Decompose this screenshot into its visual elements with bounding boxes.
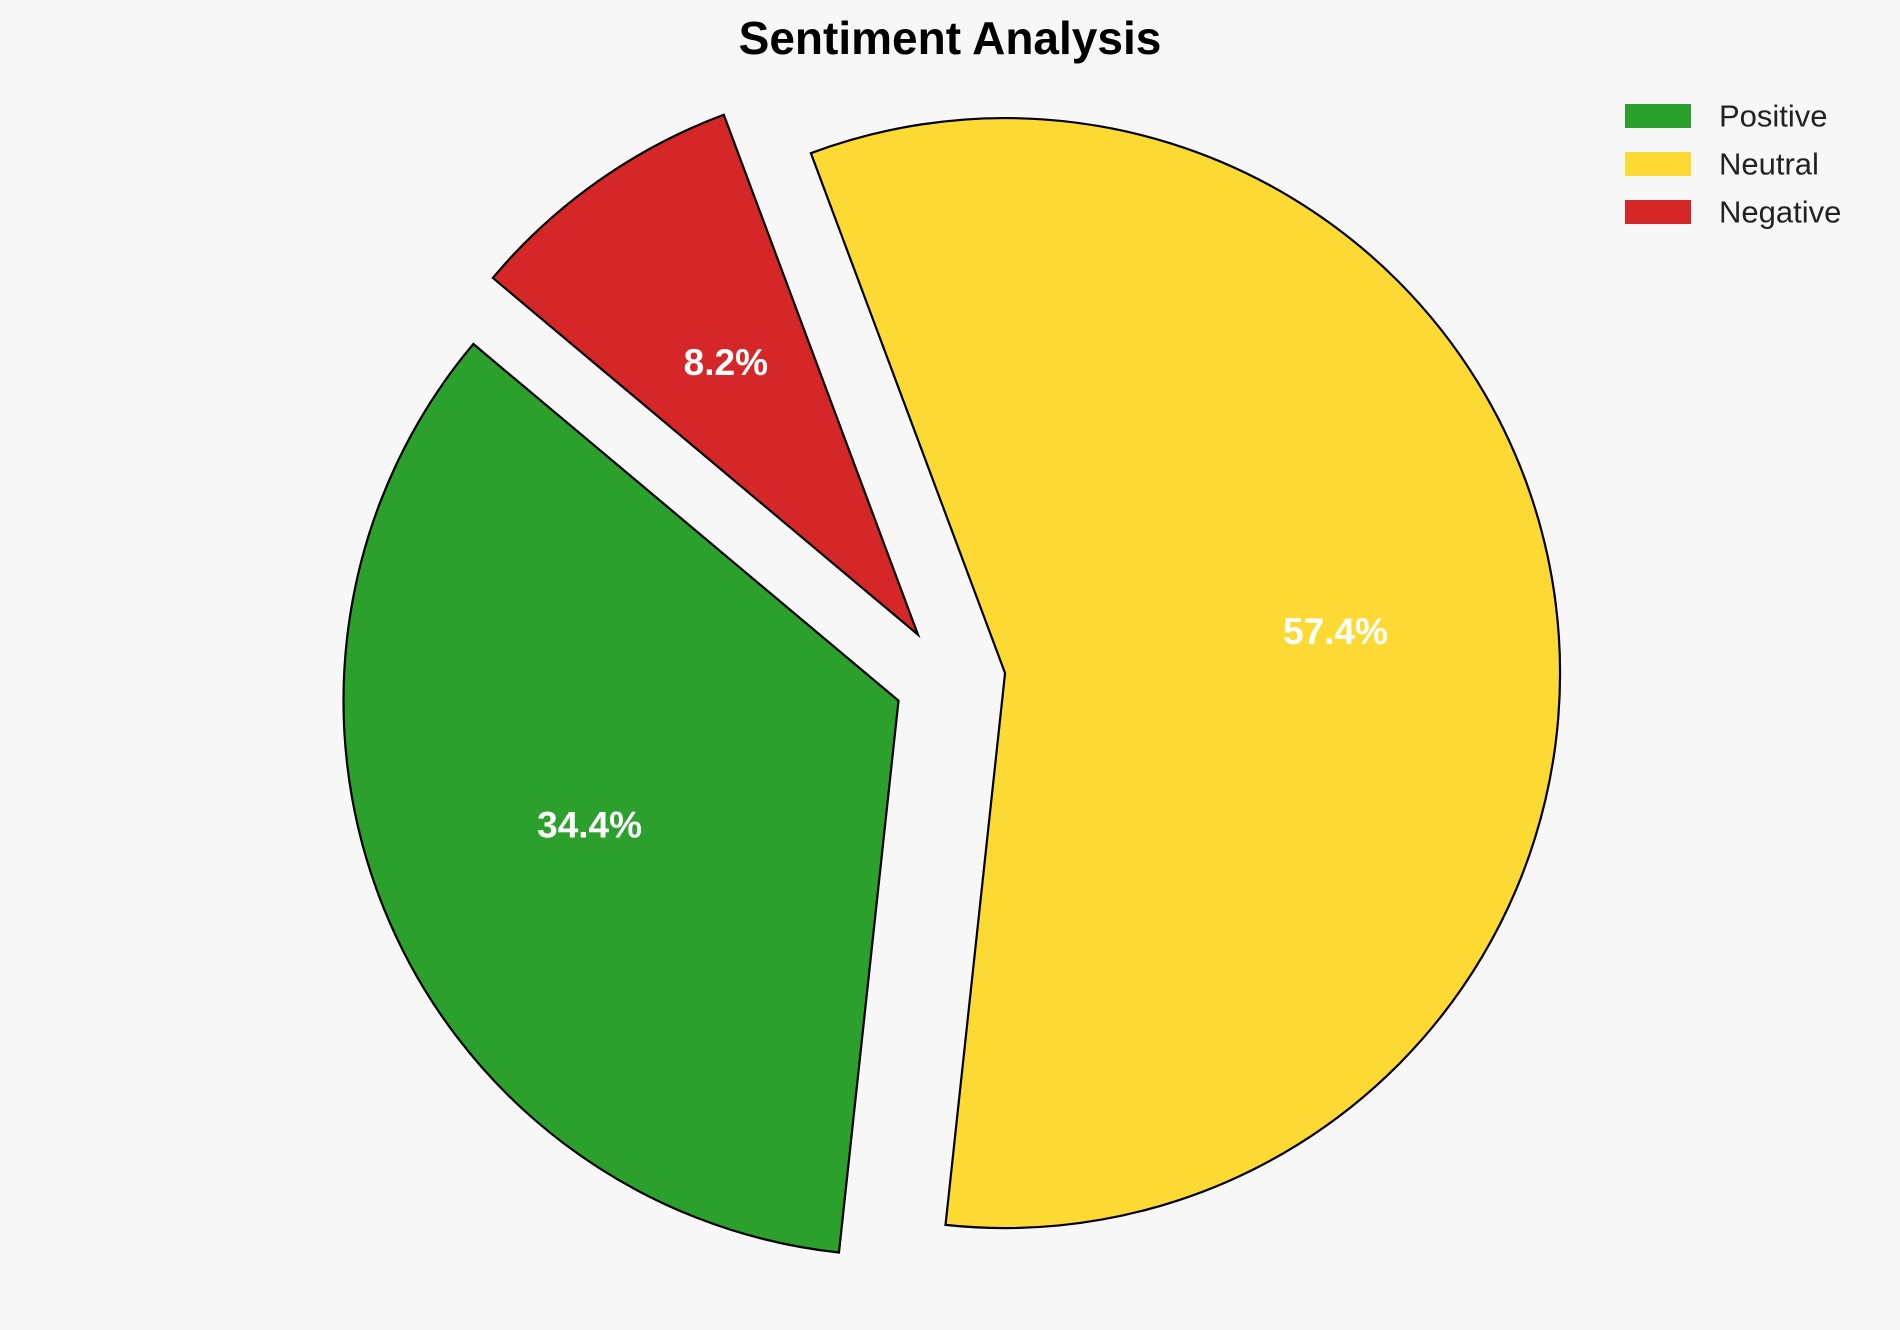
legend-label-neutral: Neutral [1719,147,1819,182]
pie-slice-negative [491,113,921,639]
legend-label-negative: Negative [1719,195,1841,230]
pie-slices [342,113,1562,1254]
pie-slice-neutral [809,116,1562,1230]
pie-slice-positive [342,342,900,1254]
slice-label-neutral: 57.4% [1283,611,1388,652]
legend-label-positive: Positive [1719,99,1828,134]
legend-swatch-negative [1625,200,1691,224]
slice-label-negative: 8.2% [684,342,768,383]
pie-labels: 34.4% 57.4% 8.2% [537,342,1388,845]
slice-label-positive: 34.4% [537,805,642,846]
chart-title: Sentiment Analysis [739,12,1162,64]
legend-swatch-neutral [1625,152,1691,176]
legend-swatch-positive [1625,104,1691,128]
legend: Positive Neutral Negative [1625,99,1841,230]
